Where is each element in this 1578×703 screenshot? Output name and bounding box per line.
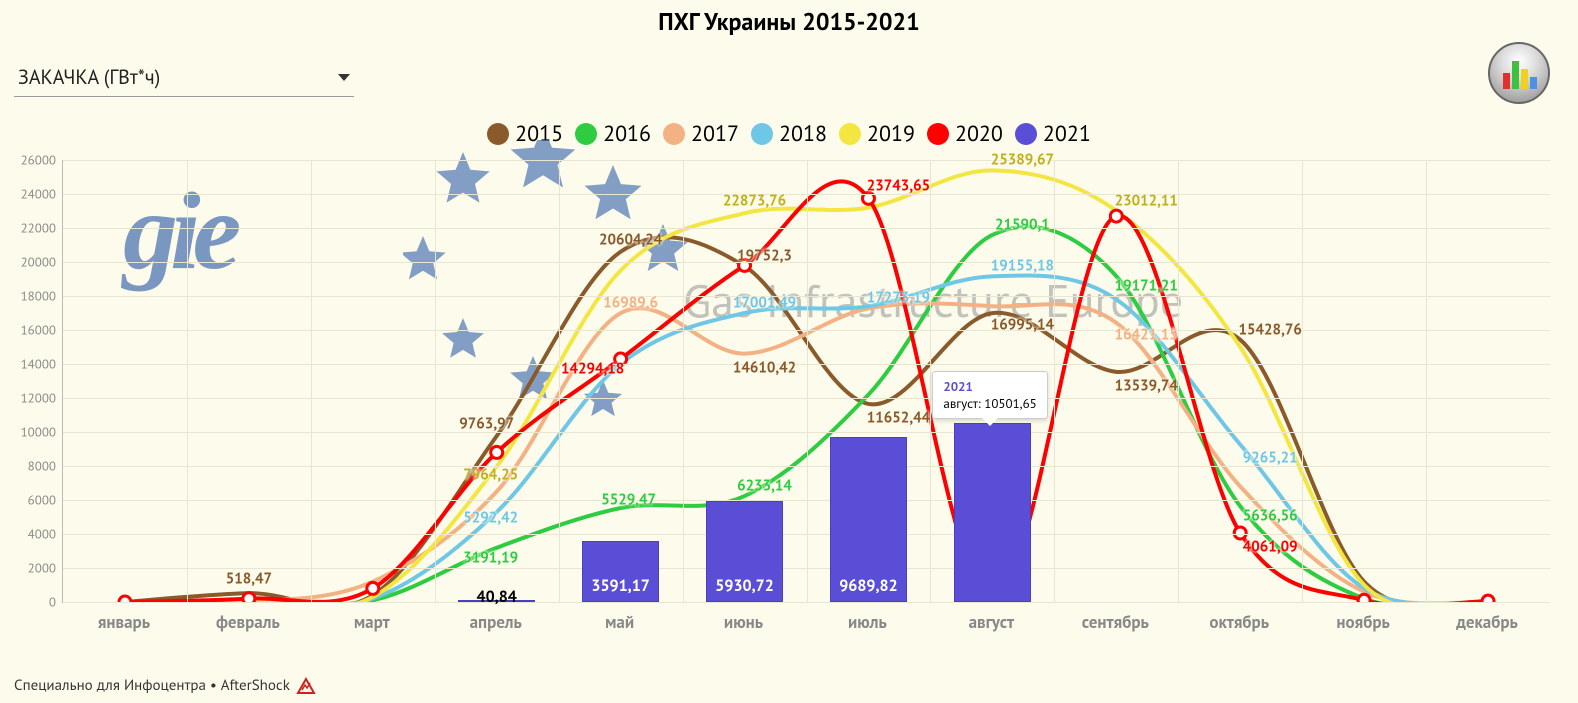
y-tick: 18000 (21, 288, 56, 305)
data-label: 3191,19 (463, 548, 518, 567)
data-marker[interactable] (1358, 594, 1370, 602)
x-tick: октябрь (1209, 611, 1269, 633)
data-label: 9763,97 (459, 415, 514, 434)
x-tick: март (354, 611, 390, 633)
data-label: 5636,56 (1243, 507, 1298, 526)
y-tick: 22000 (21, 220, 56, 237)
data-marker[interactable] (243, 593, 255, 602)
chart-legend: 2015 2016 2017 2018 2019 2020 2021 (0, 120, 1578, 152)
bar[interactable] (954, 423, 1031, 602)
x-tick: май (605, 611, 634, 633)
legend-dot-icon (927, 123, 949, 145)
y-tick: 2000 (28, 560, 56, 577)
metric-dropdown[interactable]: ЗАКАЧКА (ГВт*ч) (14, 58, 354, 97)
legend-dot-icon (839, 123, 861, 145)
legend-item[interactable]: 2020 (927, 120, 1003, 148)
data-marker[interactable] (491, 446, 503, 458)
y-tick: 0 (49, 594, 56, 611)
legend-dot-icon (487, 123, 509, 145)
y-tick: 8000 (28, 458, 56, 475)
x-tick: август (969, 611, 1015, 633)
y-tick: 20000 (21, 254, 56, 271)
x-tick: июнь (724, 611, 763, 633)
y-tick: 12000 (21, 390, 56, 407)
y-tick: 4000 (28, 526, 56, 543)
aftershock-icon (296, 677, 316, 695)
data-label: 518,47 (226, 570, 272, 589)
legend-item[interactable]: 2016 (575, 120, 651, 148)
data-label: 21590,1 (995, 215, 1050, 234)
watermark-logo: gie (123, 168, 233, 295)
legend-label: 2018 (779, 120, 827, 148)
footer-text: Специально для Инфоцентра • AfterShock (14, 676, 290, 695)
bar-value-label: 3591,17 (591, 576, 649, 596)
data-marker[interactable] (367, 582, 379, 594)
x-tick: ноябрь (1336, 611, 1389, 633)
x-tick: январь (98, 611, 150, 633)
plot-area: gie Gas Infrastructure Europe 40,843591,… (62, 160, 1550, 603)
chart-area: 0 2000 4000 6000 8000 10000 12000 14000 16000 180… (12, 160, 1550, 643)
x-tick: декабрь (1456, 611, 1518, 633)
y-tick: 24000 (21, 186, 56, 203)
chart-title: ПХГ Украины 2015-2021 (0, 0, 1578, 37)
bar-value-label: 5930,72 (715, 576, 773, 596)
site-logo-icon (1488, 42, 1550, 104)
data-marker[interactable] (1110, 210, 1122, 222)
bar-value-label: 9689,82 (839, 576, 897, 596)
y-axis: 0200040006000800010000120001400016000180… (12, 160, 60, 603)
data-label: 6233,14 (737, 477, 792, 496)
legend-item[interactable]: 2015 (487, 120, 563, 148)
legend-item[interactable]: 2018 (751, 120, 827, 148)
chevron-down-icon (338, 74, 350, 81)
data-label: 19171,21 (1115, 277, 1178, 296)
footer-credit: Специально для Инфоцентра • AfterShock (14, 676, 316, 695)
y-tick: 6000 (28, 492, 56, 509)
data-label: 13539,74 (1115, 376, 1178, 395)
dropdown-label: ЗАКАЧКА (ГВт*ч) (18, 64, 160, 90)
data-label: 16995,14 (991, 316, 1054, 335)
data-label: 4061,09 (1243, 537, 1298, 556)
data-label: 23743,65 (867, 177, 930, 196)
data-label: 7964,25 (463, 465, 518, 484)
y-tick: 16000 (21, 322, 56, 339)
legend-item[interactable]: 2017 (663, 120, 739, 148)
watermark-text: Gas Infrastructure Europe (683, 270, 1183, 330)
y-tick: 26000 (21, 152, 56, 169)
legend-dot-icon (575, 123, 597, 145)
tooltip-title: 2021 (943, 378, 1036, 395)
legend-label: 2019 (867, 120, 915, 148)
legend-item[interactable]: 2019 (839, 120, 915, 148)
legend-label: 2021 (1043, 120, 1091, 148)
data-label: 19155,18 (991, 257, 1054, 276)
watermark-stars-icon (403, 140, 723, 440)
data-label: 14294,18 (561, 359, 624, 378)
y-tick: 14000 (21, 356, 56, 373)
data-marker[interactable] (1234, 527, 1246, 539)
data-marker[interactable] (1482, 595, 1494, 602)
data-label: 17273,19 (867, 289, 930, 308)
legend-label: 2020 (955, 120, 1003, 148)
x-axis: январь февраль март апрель май июнь июль август… (62, 605, 1550, 643)
data-label: 16421,15 (1115, 325, 1178, 344)
data-label: 11652,44 (867, 408, 930, 427)
x-tick: сентябрь (1082, 611, 1149, 633)
legend-item[interactable]: 2021 (1015, 120, 1091, 148)
tooltip-value: август: 10501,65 (943, 395, 1036, 412)
y-tick: 10000 (21, 424, 56, 441)
data-label: 14610,42 (733, 358, 796, 377)
legend-dot-icon (663, 123, 685, 145)
x-tick: июль (848, 611, 887, 633)
legend-dot-icon (1015, 123, 1037, 145)
legend-label: 2017 (691, 120, 739, 148)
legend-label: 2015 (515, 120, 563, 148)
legend-label: 2016 (603, 120, 651, 148)
data-label: 20604,24 (599, 230, 662, 249)
tooltip: 2021август: 10501,65 (932, 371, 1047, 419)
legend-dot-icon (751, 123, 773, 145)
x-tick: апрель (470, 611, 522, 633)
data-label: 5292,42 (463, 509, 518, 528)
x-tick: февраль (216, 611, 280, 633)
